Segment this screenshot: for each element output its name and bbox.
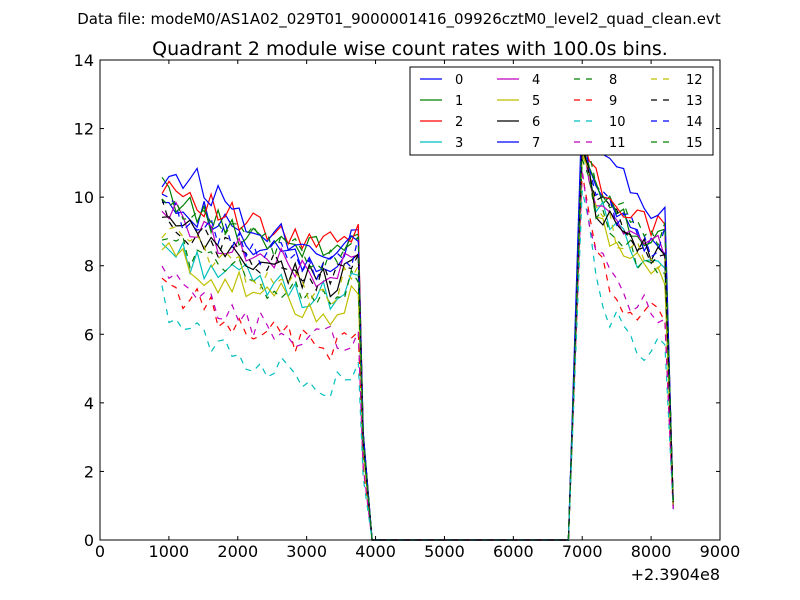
- legend-label-9: 9: [609, 94, 617, 109]
- x-offset-label: +2.3904e8: [631, 565, 720, 584]
- x-tick-label: 1000: [149, 542, 190, 561]
- series-line-13: [161, 142, 674, 541]
- legend-box: [409, 66, 714, 156]
- chart-title: Quadrant 2 module wise count rates with …: [152, 38, 668, 60]
- x-tick-label: 4000: [355, 542, 396, 561]
- x-tick-label: 9000: [700, 542, 741, 561]
- y-tick-label: 8: [84, 257, 94, 276]
- x-tick-label: 7000: [562, 542, 603, 561]
- x-tick-label: 5000: [424, 542, 465, 561]
- legend-label-5: 5: [532, 94, 540, 109]
- legend-label-1: 1: [455, 94, 463, 109]
- plot-frame: [99, 59, 721, 541]
- legend-label-7: 7: [532, 136, 540, 151]
- x-tick-label: 6000: [493, 542, 534, 561]
- legend-label-10: 10: [609, 115, 626, 130]
- series-line-3: [161, 145, 674, 541]
- x-tick-label: 0: [95, 542, 105, 561]
- series-line-12: [161, 155, 674, 541]
- legend-label-4: 4: [532, 73, 540, 88]
- y-tick-label: 10: [74, 188, 94, 207]
- legend-label-13: 13: [686, 94, 703, 109]
- series-line-14: [161, 131, 674, 541]
- series-line-15: [161, 128, 674, 541]
- legend-label-12: 12: [686, 73, 703, 88]
- legend-label-11: 11: [609, 136, 626, 151]
- series-line-8: [161, 159, 674, 541]
- series-line-2: [161, 135, 674, 541]
- series-line-4: [161, 138, 674, 541]
- y-tick-label: 0: [84, 531, 94, 550]
- legend-label-15: 15: [686, 136, 703, 151]
- legend-label-3: 3: [455, 136, 463, 151]
- y-tick-label: 14: [74, 51, 94, 70]
- legend-label-0: 0: [455, 73, 463, 88]
- series-line-1: [161, 131, 674, 541]
- series-line-9: [161, 172, 674, 541]
- legend-label-8: 8: [609, 73, 617, 88]
- series-line-0: [161, 128, 674, 541]
- y-tick-label: 2: [84, 462, 94, 481]
- series-line-5: [161, 152, 674, 541]
- y-tick-label: 4: [84, 394, 94, 413]
- x-tick-label: 3000: [286, 542, 327, 561]
- x-tick-label: 2000: [217, 542, 258, 561]
- x-tick-label: 8000: [631, 542, 672, 561]
- series-line-11: [161, 169, 674, 541]
- y-tick-label: 12: [74, 120, 94, 139]
- axes: 0 1000 2000 3000 4000 5000 6000 7000 8000 9000 0 2 4…: [74, 51, 741, 561]
- chart-suptitle: Data file: modeM0/AS1A02_029T01_90000014…: [77, 10, 721, 29]
- legend-label-6: 6: [532, 115, 540, 130]
- series-line-6: [161, 148, 674, 541]
- series-line-10: [161, 190, 674, 541]
- series-line-7: [161, 100, 674, 541]
- plot-lines: [161, 100, 674, 541]
- y-tick-label: 6: [84, 325, 94, 344]
- legend-label-2: 2: [455, 115, 463, 130]
- legend-label-14: 14: [686, 115, 703, 130]
